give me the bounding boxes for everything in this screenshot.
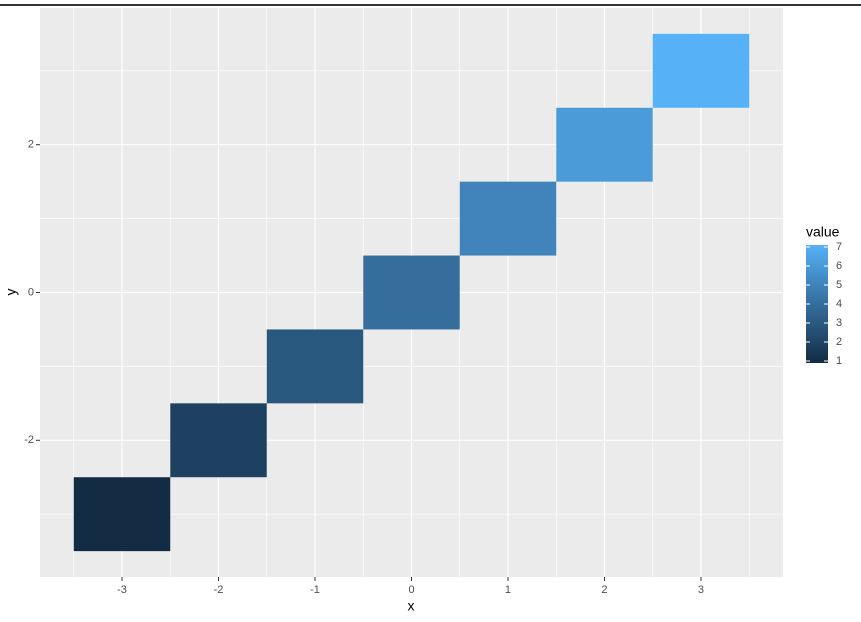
tile (266, 329, 364, 404)
colorbar-label: 3 (836, 317, 842, 329)
legend-title: value (806, 224, 840, 240)
tile (459, 181, 557, 256)
x-tick-label: 2 (601, 584, 607, 596)
y-tick-label: 2 (28, 139, 34, 151)
colorbar-label: 4 (836, 298, 842, 310)
colorbar-label: 2 (836, 336, 842, 348)
tile (73, 477, 171, 552)
tile (652, 33, 750, 108)
y-tick-label: -2 (24, 434, 34, 446)
tile (363, 255, 460, 330)
x-tick-label: 0 (408, 584, 414, 596)
colorbar-label: 7 (836, 241, 842, 253)
colorbar-label: 5 (836, 279, 842, 291)
x-tick-label: 3 (698, 584, 704, 596)
tile (556, 107, 653, 182)
x-tick-label: -3 (117, 584, 127, 596)
colorbar-label: 1 (836, 355, 842, 367)
y-tick-label: 0 (28, 286, 34, 298)
tile (170, 403, 267, 478)
x-tick-label: 1 (505, 584, 511, 596)
x-tick-label: -1 (310, 584, 320, 596)
y-axis-title: y (3, 289, 19, 296)
colorbar (806, 245, 828, 363)
x-tick-label: -2 (214, 584, 224, 596)
colorbar-label: 6 (836, 260, 842, 272)
x-axis-title: x (408, 598, 415, 614)
